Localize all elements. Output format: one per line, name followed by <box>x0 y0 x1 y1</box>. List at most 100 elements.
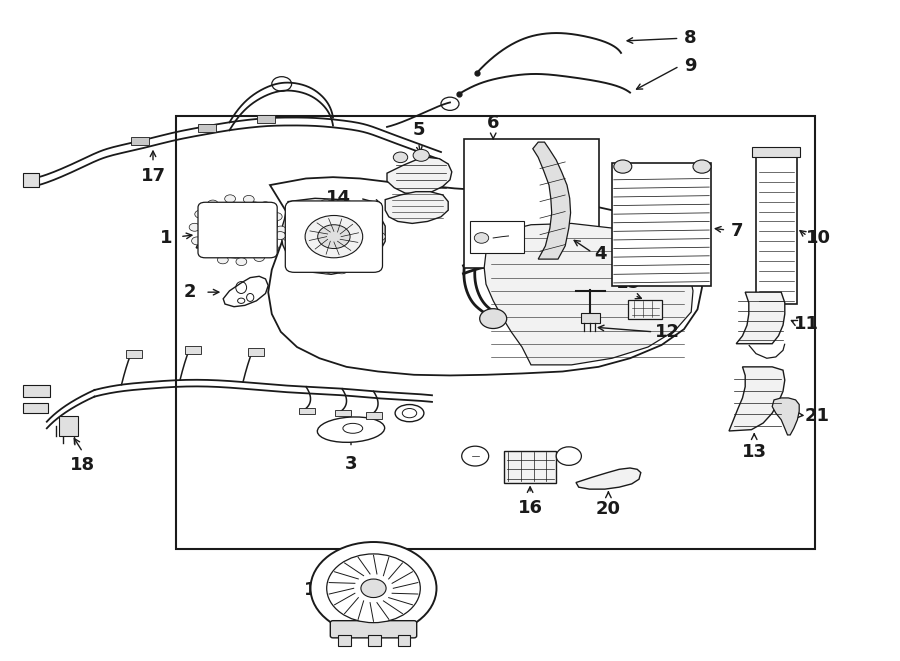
Circle shape <box>462 446 489 466</box>
Circle shape <box>218 256 229 264</box>
Circle shape <box>225 195 236 203</box>
Circle shape <box>207 200 218 208</box>
Circle shape <box>202 249 212 256</box>
Circle shape <box>320 200 332 209</box>
Circle shape <box>192 237 202 245</box>
Circle shape <box>189 223 200 231</box>
Bar <box>22 173 39 187</box>
Circle shape <box>243 196 254 204</box>
Circle shape <box>327 554 420 623</box>
Polygon shape <box>387 157 452 194</box>
Circle shape <box>305 215 363 258</box>
Bar <box>335 410 351 416</box>
Circle shape <box>393 152 408 163</box>
Circle shape <box>236 258 247 266</box>
Bar <box>198 124 216 132</box>
Bar <box>338 635 351 646</box>
Circle shape <box>285 221 298 230</box>
Polygon shape <box>533 142 571 259</box>
Polygon shape <box>736 292 785 344</box>
Bar <box>368 635 381 646</box>
Circle shape <box>305 204 318 213</box>
Text: 1: 1 <box>160 229 173 247</box>
Circle shape <box>293 253 306 262</box>
Bar <box>504 451 556 483</box>
Circle shape <box>480 309 507 329</box>
Text: 18: 18 <box>70 456 95 474</box>
Circle shape <box>293 211 306 220</box>
Bar <box>58 416 78 436</box>
Circle shape <box>267 245 278 253</box>
Bar <box>299 408 315 414</box>
Circle shape <box>310 542 436 635</box>
Bar <box>470 221 524 253</box>
Circle shape <box>260 202 271 210</box>
Circle shape <box>370 243 382 253</box>
Circle shape <box>305 260 318 270</box>
Polygon shape <box>268 177 702 375</box>
Text: 20: 20 <box>596 500 621 518</box>
Circle shape <box>370 221 382 230</box>
Text: 2: 2 <box>184 283 196 301</box>
Bar <box>752 147 800 157</box>
Circle shape <box>474 233 489 243</box>
Circle shape <box>275 226 286 234</box>
Polygon shape <box>772 398 799 435</box>
Text: 4: 4 <box>594 245 607 264</box>
Text: 5: 5 <box>412 121 425 139</box>
Text: 6: 6 <box>487 114 500 132</box>
Text: 19: 19 <box>303 580 328 599</box>
Text: 7: 7 <box>731 222 743 241</box>
Polygon shape <box>223 276 268 307</box>
Polygon shape <box>729 367 785 431</box>
Bar <box>22 403 48 413</box>
Circle shape <box>254 254 265 262</box>
Bar <box>248 348 264 356</box>
Text: 11: 11 <box>794 315 819 333</box>
Text: 8: 8 <box>684 29 697 48</box>
Circle shape <box>320 264 332 274</box>
Bar <box>628 300 662 319</box>
Circle shape <box>373 232 385 241</box>
FancyBboxPatch shape <box>285 201 382 272</box>
Circle shape <box>274 231 285 239</box>
Circle shape <box>413 149 429 161</box>
Polygon shape <box>196 202 277 258</box>
FancyBboxPatch shape <box>330 621 417 638</box>
Ellipse shape <box>318 417 384 442</box>
Ellipse shape <box>395 405 424 422</box>
Bar <box>184 346 201 354</box>
Text: 17: 17 <box>140 167 166 185</box>
Text: 3: 3 <box>345 455 357 473</box>
Bar <box>756 153 796 304</box>
Text: 9: 9 <box>684 57 697 75</box>
Circle shape <box>693 160 711 173</box>
Text: 12: 12 <box>655 323 680 341</box>
Circle shape <box>283 232 295 241</box>
Circle shape <box>350 204 363 213</box>
Circle shape <box>614 160 632 173</box>
Circle shape <box>272 213 283 221</box>
Circle shape <box>362 211 374 220</box>
Bar <box>126 350 142 358</box>
Circle shape <box>285 243 298 253</box>
Circle shape <box>556 447 581 465</box>
Bar <box>176 116 814 549</box>
Bar <box>130 137 148 145</box>
Text: 15: 15 <box>616 274 641 292</box>
Polygon shape <box>484 223 693 365</box>
Bar <box>366 412 382 419</box>
Circle shape <box>318 225 350 249</box>
Bar <box>580 313 600 323</box>
Circle shape <box>336 200 348 209</box>
Text: 13: 13 <box>742 443 767 461</box>
Text: 14: 14 <box>326 189 351 208</box>
Bar <box>22 385 50 397</box>
Polygon shape <box>576 468 641 489</box>
Bar <box>398 635 410 646</box>
Polygon shape <box>281 198 385 274</box>
Circle shape <box>362 253 374 262</box>
Polygon shape <box>385 192 448 223</box>
Circle shape <box>350 260 363 270</box>
Text: 21: 21 <box>805 407 830 426</box>
